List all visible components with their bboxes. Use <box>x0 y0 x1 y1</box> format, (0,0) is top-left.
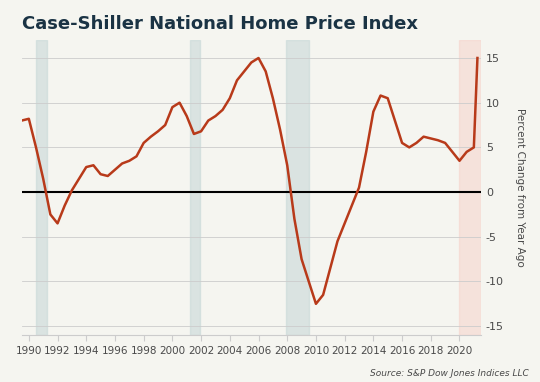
Text: Case-Shiller National Home Price Index: Case-Shiller National Home Price Index <box>22 15 417 33</box>
Text: Source: S&P Dow Jones Indices LLC: Source: S&P Dow Jones Indices LLC <box>370 369 529 378</box>
Y-axis label: Percent Change from Year Ago: Percent Change from Year Ago <box>515 108 525 267</box>
Bar <box>460 40 481 335</box>
Bar <box>190 40 200 335</box>
Bar <box>36 40 47 335</box>
Bar <box>286 40 309 335</box>
